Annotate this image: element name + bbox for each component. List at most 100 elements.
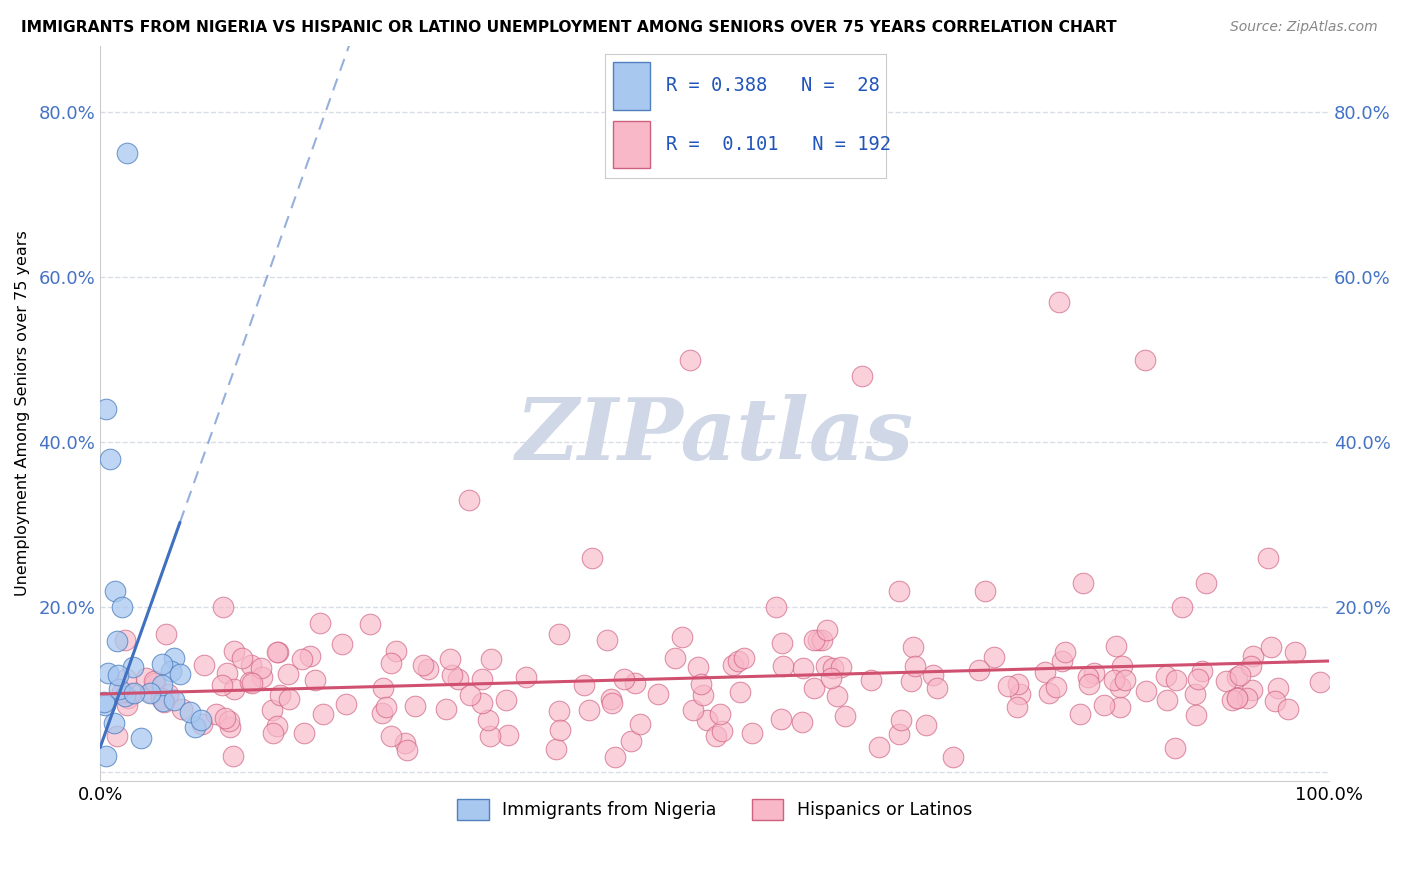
Point <box>820 671 842 685</box>
FancyBboxPatch shape <box>613 62 650 110</box>
Point <box>679 352 702 367</box>
Y-axis label: Unemployment Among Seniors over 75 years: Unemployment Among Seniors over 75 years <box>15 230 30 597</box>
Point <box>711 723 734 738</box>
Point <box>969 663 991 677</box>
Point <box>772 659 794 673</box>
Point <box>709 707 731 722</box>
Point <box>262 703 284 717</box>
Point <box>1133 352 1156 367</box>
Point <box>1184 687 1206 701</box>
Point <box>815 623 838 637</box>
Point <box>664 651 686 665</box>
Point <box>600 692 623 706</box>
Point <box>441 668 464 682</box>
Point <box>150 678 173 692</box>
Point <box>224 644 246 658</box>
Point <box>821 661 844 675</box>
Point <box>860 673 883 688</box>
Point <box>682 703 704 717</box>
Point <box>277 666 299 681</box>
Point <box>1240 659 1263 673</box>
Point <box>765 600 787 615</box>
Point <box>143 676 166 690</box>
Point <box>1240 682 1263 697</box>
Point <box>1156 669 1178 683</box>
Point <box>613 672 636 686</box>
Point <box>727 654 749 668</box>
Point <box>544 742 567 756</box>
Point <box>868 740 890 755</box>
Point <box>115 146 138 161</box>
Point <box>983 649 1005 664</box>
Point <box>900 673 922 688</box>
Point <box>770 636 793 650</box>
Point <box>93 696 115 710</box>
Point <box>942 749 965 764</box>
Point <box>887 583 910 598</box>
Text: R = 0.388   N =  28: R = 0.388 N = 28 <box>666 77 880 95</box>
Point <box>581 550 603 565</box>
Point <box>117 691 139 706</box>
Point <box>108 682 131 697</box>
Point <box>447 672 470 686</box>
Point <box>262 725 284 739</box>
Point <box>1135 683 1157 698</box>
Point <box>1191 665 1213 679</box>
Point <box>457 493 479 508</box>
Point <box>704 729 727 743</box>
Point <box>922 667 945 681</box>
Point <box>96 402 118 417</box>
Point <box>1309 675 1331 690</box>
Point <box>434 702 457 716</box>
Point <box>495 692 517 706</box>
Point <box>163 651 186 665</box>
Point <box>111 685 134 699</box>
Point <box>477 714 499 728</box>
Point <box>1109 700 1132 714</box>
Point <box>298 648 321 663</box>
Point <box>266 645 288 659</box>
Point <box>578 703 600 717</box>
Point <box>1111 658 1133 673</box>
Point <box>1241 648 1264 663</box>
Point <box>218 714 240 728</box>
Point <box>1073 575 1095 590</box>
Point <box>1284 645 1306 659</box>
Point <box>394 736 416 750</box>
Point <box>696 713 718 727</box>
Point <box>96 748 118 763</box>
Point <box>115 698 138 712</box>
Point <box>105 633 128 648</box>
Point <box>269 689 291 703</box>
Point <box>1264 694 1286 708</box>
Point <box>120 686 142 700</box>
Point <box>548 723 571 737</box>
Point <box>277 692 299 706</box>
Point <box>1226 690 1249 705</box>
Point <box>851 369 873 384</box>
Point <box>1108 680 1130 694</box>
Point <box>330 636 353 650</box>
Point <box>1257 550 1279 565</box>
Point <box>335 697 357 711</box>
Point <box>153 695 176 709</box>
Point <box>1226 691 1249 706</box>
Point <box>149 691 172 706</box>
Point <box>205 706 228 721</box>
Point <box>887 727 910 741</box>
Point <box>380 656 402 670</box>
Point <box>1083 665 1105 680</box>
Point <box>105 729 128 743</box>
Point <box>418 662 440 676</box>
Point <box>159 664 181 678</box>
Point <box>111 600 134 615</box>
Point <box>114 633 136 648</box>
Point <box>689 677 711 691</box>
Point <box>721 658 744 673</box>
Point <box>997 679 1019 693</box>
Point <box>803 681 825 696</box>
Point <box>1077 677 1099 691</box>
Point <box>1007 677 1029 691</box>
Point <box>240 676 263 690</box>
Point <box>1185 707 1208 722</box>
